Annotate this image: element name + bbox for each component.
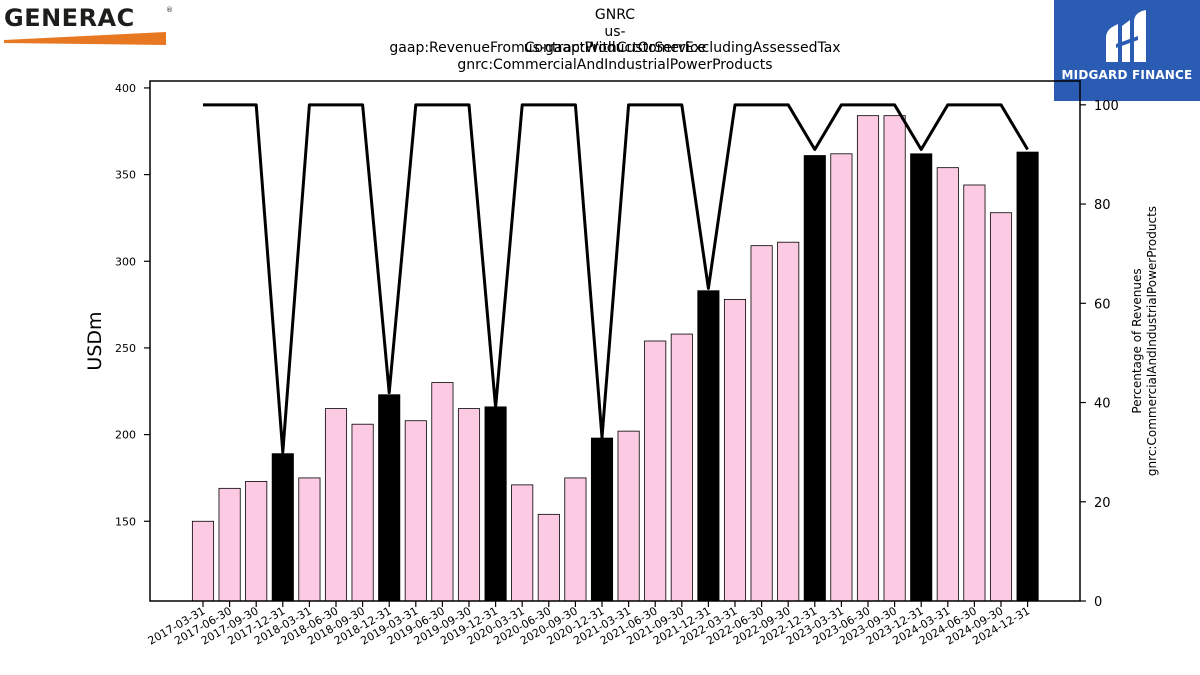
bar bbox=[324, 408, 348, 602]
generac-logo: GENERAC ® bbox=[4, 4, 174, 45]
y-tick-label: 350 bbox=[115, 169, 136, 182]
right-tick-label: 100 bbox=[1094, 99, 1119, 114]
bar bbox=[484, 406, 507, 602]
bar bbox=[537, 513, 560, 602]
bar bbox=[803, 155, 826, 602]
right-axis-label-line1: Percentage of Revenues bbox=[1130, 268, 1144, 413]
right-axis-ticks: 0 20 40 60 80 100 bbox=[1080, 99, 1119, 610]
right-tick-label: 20 bbox=[1094, 496, 1111, 511]
bar bbox=[989, 212, 1013, 602]
axes-layer bbox=[149, 80, 1081, 602]
generac-logo-reg: ® bbox=[166, 6, 173, 14]
bar bbox=[431, 382, 454, 602]
bar bbox=[511, 484, 534, 602]
bar bbox=[750, 245, 773, 602]
y-tick-label: 200 bbox=[115, 429, 136, 442]
percentage-line bbox=[203, 103, 1029, 454]
bar bbox=[218, 487, 241, 602]
right-tick-label: 0 bbox=[1094, 595, 1102, 610]
x-axis-ticks: 2017-03-312017-06-302017-09-302017-12-31… bbox=[146, 601, 1032, 648]
y-tick-label: 300 bbox=[115, 255, 136, 268]
bar bbox=[963, 184, 986, 602]
y-axis-label: USDm bbox=[84, 311, 106, 370]
bar bbox=[936, 167, 959, 602]
title-member: gnrc:CommercialAndIndustrialPowerProduct… bbox=[457, 57, 773, 73]
right-tick-label: 40 bbox=[1094, 397, 1111, 412]
generac-swoosh-icon bbox=[4, 32, 166, 45]
midgard-logo-text: MIDGARD FINANCE bbox=[1061, 68, 1193, 82]
bar bbox=[590, 437, 614, 602]
bar bbox=[697, 290, 720, 602]
bar bbox=[298, 477, 321, 602]
plot-frame bbox=[149, 80, 1081, 602]
midgard-logo: MIDGARD FINANCE bbox=[1054, 0, 1200, 101]
left-axis-ticks: 150 200 250 300 350 400 bbox=[115, 82, 150, 528]
y-tick-label: 250 bbox=[115, 342, 136, 355]
bar bbox=[351, 423, 374, 602]
bar bbox=[644, 340, 667, 602]
bar bbox=[617, 430, 640, 602]
bar bbox=[564, 477, 587, 602]
right-tick-label: 80 bbox=[1094, 198, 1111, 213]
bar bbox=[910, 153, 933, 602]
bar bbox=[404, 420, 427, 602]
bar bbox=[883, 115, 906, 602]
bars-layer bbox=[191, 115, 1039, 602]
bar bbox=[830, 153, 853, 602]
bar bbox=[271, 453, 294, 602]
bar bbox=[856, 115, 880, 602]
bar bbox=[723, 298, 747, 602]
title-concept: us-gaap:RevenueFromContractWithCustomerE… bbox=[389, 24, 841, 56]
y-tick-label: 150 bbox=[115, 515, 136, 528]
right-axis-label-line2: gnrc:CommercialAndIndustrialPowerProduct… bbox=[1145, 206, 1159, 476]
bar bbox=[378, 394, 401, 602]
bar bbox=[191, 520, 215, 602]
bar bbox=[245, 480, 268, 602]
bar bbox=[1016, 151, 1039, 602]
line-layer bbox=[203, 103, 1029, 454]
title-axis: us-gaap:ProductOrService bbox=[523, 40, 707, 56]
title-ticker: GNRC bbox=[594, 7, 636, 23]
right-tick-label: 60 bbox=[1094, 297, 1111, 312]
bar bbox=[777, 241, 800, 602]
y-tick-label: 400 bbox=[115, 82, 136, 95]
midgard-emblem-icon bbox=[1106, 10, 1146, 62]
bar bbox=[457, 408, 481, 602]
bar bbox=[670, 333, 693, 602]
generac-logo-text: GENERAC bbox=[4, 4, 135, 32]
